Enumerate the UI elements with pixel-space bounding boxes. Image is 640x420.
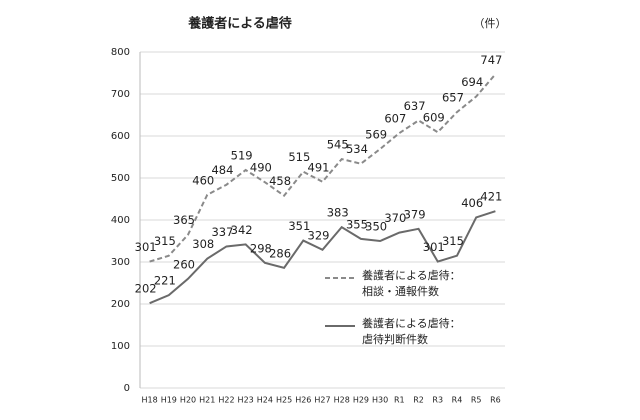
- data-label: 351: [288, 219, 310, 233]
- data-label: 301: [423, 240, 445, 254]
- data-label: 545: [327, 138, 349, 152]
- data-label: 534: [346, 142, 368, 156]
- y-tick-label: 800: [111, 47, 130, 58]
- data-label: 406: [461, 196, 483, 210]
- data-label: 379: [404, 207, 426, 221]
- x-tick-label: R5: [471, 396, 482, 405]
- x-tick-label: H20: [180, 396, 196, 405]
- x-tick-label: R3: [432, 396, 443, 405]
- chart-title: 養護者による虐待: [187, 16, 292, 32]
- data-label: 747: [480, 53, 502, 67]
- data-label: 421: [480, 190, 502, 204]
- data-label: 657: [442, 91, 464, 105]
- data-label: 329: [308, 228, 330, 242]
- data-label: 694: [461, 75, 483, 89]
- x-tick-label: H29: [353, 396, 369, 405]
- data-label: 458: [269, 174, 291, 188]
- data-label: 365: [173, 213, 195, 227]
- data-label: 609: [423, 111, 445, 125]
- y-tick-label: 600: [111, 131, 130, 142]
- y-tick-label: 0: [124, 383, 130, 394]
- y-tick-label: 200: [111, 299, 130, 310]
- data-label: 315: [442, 234, 464, 248]
- data-label: 569: [365, 128, 387, 142]
- data-label: 484: [211, 163, 233, 177]
- x-tick-label: H27: [314, 396, 330, 405]
- data-label: 337: [211, 225, 233, 239]
- data-label: 490: [250, 161, 272, 175]
- data-label: 342: [231, 223, 253, 237]
- legend-label: 養護者による虐待：虐待判断件数: [362, 316, 461, 346]
- series-line: [149, 73, 497, 263]
- x-tick-label: H22: [218, 396, 234, 405]
- y-tick-label: 500: [111, 173, 130, 184]
- data-label: 637: [404, 99, 426, 113]
- x-tick-label: H21: [199, 396, 215, 405]
- y-tick-label: 300: [111, 257, 130, 268]
- y-tick-label: 700: [111, 89, 130, 100]
- data-label: 383: [327, 206, 349, 220]
- data-label: 202: [135, 282, 157, 296]
- data-label: 286: [269, 246, 291, 260]
- x-tick-label: H30: [372, 396, 388, 405]
- data-label: 607: [384, 112, 406, 126]
- data-label: 355: [346, 217, 368, 231]
- x-tick-label: H26: [295, 396, 311, 405]
- x-tick-label: H28: [334, 396, 350, 405]
- data-label: 350: [365, 220, 387, 234]
- data-label: 298: [250, 241, 272, 255]
- data-label: 515: [288, 150, 310, 164]
- data-label: 221: [154, 274, 176, 288]
- x-tick-label: H18: [142, 396, 158, 405]
- series-line: [149, 210, 496, 305]
- x-tick-label: R4: [452, 396, 463, 405]
- x-tick-label: R6: [490, 396, 501, 405]
- data-label: 491: [308, 160, 330, 174]
- data-label: 315: [154, 234, 176, 248]
- legend-label: 養護者による虐待：相談・通報件数: [362, 268, 461, 298]
- x-tick-label: R2: [413, 396, 424, 405]
- x-tick-label: H24: [257, 396, 273, 405]
- x-tick-label: H25: [276, 396, 292, 405]
- data-label: 519: [231, 149, 253, 163]
- unit-label: （件）: [474, 17, 507, 30]
- data-label: 260: [173, 257, 195, 271]
- data-label: 308: [192, 237, 214, 251]
- y-tick-label: 400: [111, 215, 130, 226]
- x-tick-label: H19: [161, 396, 177, 405]
- data-label: 460: [192, 173, 214, 187]
- x-tick-label: H23: [238, 396, 254, 405]
- data-label: 301: [135, 240, 157, 254]
- data-label: 370: [384, 211, 406, 225]
- x-tick-label: R1: [394, 396, 405, 405]
- y-tick-label: 100: [111, 341, 130, 352]
